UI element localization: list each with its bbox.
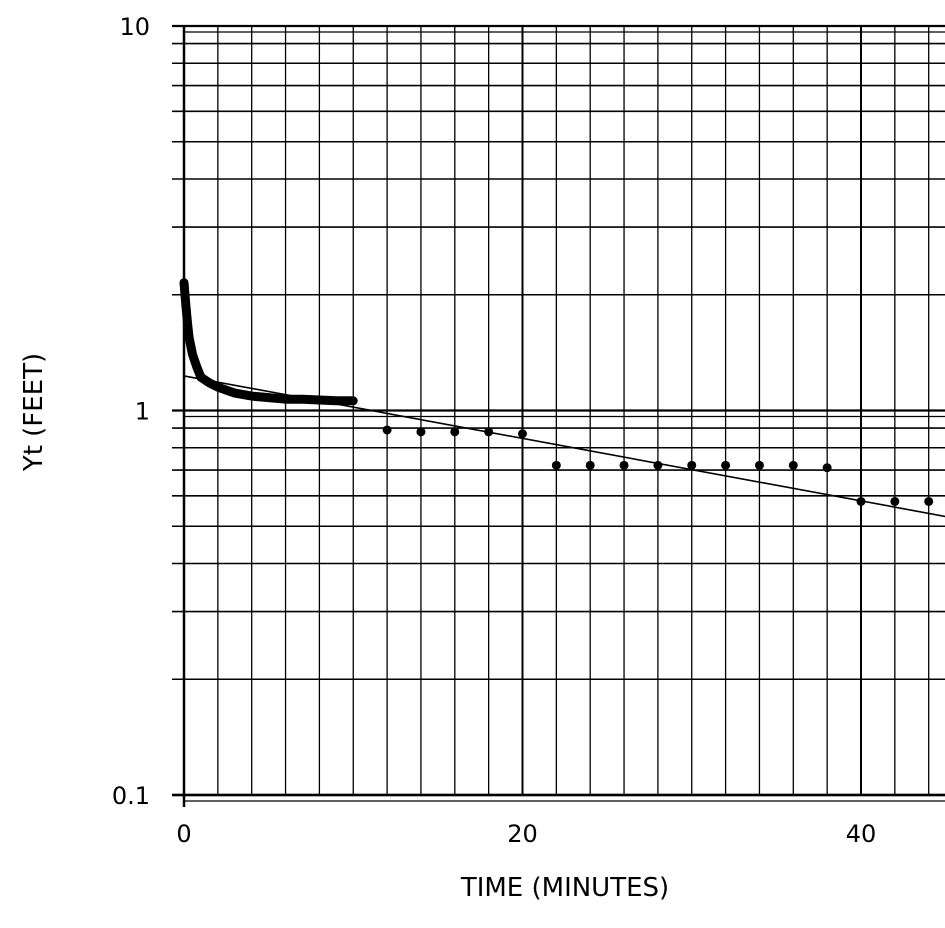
x-tick-label: 0: [176, 820, 191, 848]
data-point: [924, 496, 934, 506]
data-point: [890, 496, 900, 506]
series-curve: [179, 278, 358, 406]
trend-line: [183, 375, 945, 518]
data-point: [721, 460, 731, 470]
data-point: [416, 427, 426, 437]
x-axis-label: TIME (MINUTES): [460, 873, 669, 903]
x-tick-label: 40: [846, 820, 877, 848]
data-point: [382, 425, 392, 435]
data-point: [450, 427, 460, 437]
axes: [172, 26, 945, 807]
data-point: [788, 460, 798, 470]
data-point: [822, 463, 832, 473]
data-point: [585, 460, 595, 470]
x-tick-label: 20: [507, 820, 538, 848]
data-point: [619, 460, 629, 470]
data-point: [754, 460, 764, 470]
grid: [172, 24, 945, 802]
series-layer: [179, 278, 945, 518]
y-axis-label: Yt (FEET): [19, 353, 49, 472]
y-tick-label: 10: [119, 13, 150, 41]
y-tick-label: 0.1: [112, 782, 150, 810]
data-point: [518, 429, 527, 439]
tick-labels: 0 20 40 0.1 1 10: [112, 13, 876, 848]
data-point: [687, 460, 697, 470]
data-point: [551, 460, 561, 470]
y-tick-label: 1: [135, 398, 150, 426]
